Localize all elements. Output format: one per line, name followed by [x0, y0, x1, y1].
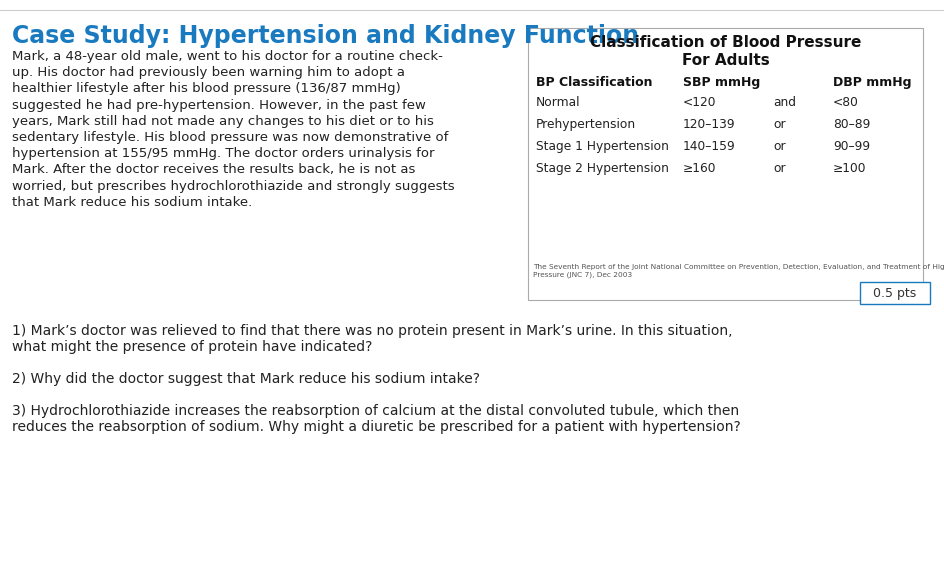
Text: 90–99: 90–99 — [833, 140, 870, 153]
Text: Stage 1 Hypertension: Stage 1 Hypertension — [536, 140, 669, 153]
Text: Mark, a 48-year old male, went to his doctor for a routine check-: Mark, a 48-year old male, went to his do… — [12, 50, 443, 63]
Text: Prehypertension: Prehypertension — [536, 118, 636, 131]
Text: 3) Hydrochlorothiazide increases the reabsorption of calcium at the distal convo: 3) Hydrochlorothiazide increases the rea… — [12, 404, 739, 418]
Text: 120–139: 120–139 — [683, 118, 735, 131]
Text: 80–89: 80–89 — [833, 118, 870, 131]
Text: BP Classification: BP Classification — [536, 76, 652, 89]
Text: ≥160: ≥160 — [683, 162, 716, 175]
Text: 2) Why did the doctor suggest that Mark reduce his sodium intake?: 2) Why did the doctor suggest that Mark … — [12, 372, 480, 386]
Text: sedentary lifestyle. His blood pressure was now demonstrative of: sedentary lifestyle. His blood pressure … — [12, 131, 448, 144]
Text: or: or — [773, 162, 785, 175]
Text: <80: <80 — [833, 96, 859, 109]
Text: For Adults: For Adults — [682, 53, 769, 68]
Text: 140–159: 140–159 — [683, 140, 735, 153]
Text: reduces the reabsorption of sodium. Why might a diuretic be prescribed for a pat: reduces the reabsorption of sodium. Why … — [12, 420, 741, 434]
Text: or: or — [773, 140, 785, 153]
Text: Stage 2 Hypertension: Stage 2 Hypertension — [536, 162, 669, 175]
Text: suggested he had pre-hypertension. However, in the past few: suggested he had pre-hypertension. Howev… — [12, 98, 426, 111]
Text: 0.5 pts: 0.5 pts — [873, 287, 917, 299]
Text: or: or — [773, 118, 785, 131]
Text: DBP mmHg: DBP mmHg — [833, 76, 912, 89]
Text: what might the presence of protein have indicated?: what might the presence of protein have … — [12, 340, 372, 354]
Text: that Mark reduce his sodium intake.: that Mark reduce his sodium intake. — [12, 196, 252, 209]
Text: SBP mmHg: SBP mmHg — [683, 76, 760, 89]
Text: worried, but prescribes hydrochlorothiazide and strongly suggests: worried, but prescribes hydrochlorothiaz… — [12, 179, 455, 193]
Text: 1) Mark’s doctor was relieved to find that there was no protein present in Mark’: 1) Mark’s doctor was relieved to find th… — [12, 324, 733, 338]
FancyBboxPatch shape — [860, 282, 930, 304]
Text: ≥100: ≥100 — [833, 162, 867, 175]
Text: up. His doctor had previously been warning him to adopt a: up. His doctor had previously been warni… — [12, 66, 405, 79]
Text: Case Study: Hypertension and Kidney Function: Case Study: Hypertension and Kidney Func… — [12, 24, 639, 48]
Text: healthier lifestyle after his blood pressure (136/87 mmHg): healthier lifestyle after his blood pres… — [12, 83, 401, 96]
Text: and: and — [773, 96, 796, 109]
Text: <120: <120 — [683, 96, 716, 109]
Text: years, Mark still had not made any changes to his diet or to his: years, Mark still had not made any chang… — [12, 115, 434, 128]
Text: Mark. After the doctor receives the results back, he is not as: Mark. After the doctor receives the resu… — [12, 163, 415, 176]
FancyBboxPatch shape — [528, 28, 923, 300]
Text: Normal: Normal — [536, 96, 581, 109]
Text: Classification of Blood Pressure: Classification of Blood Pressure — [590, 35, 861, 50]
Text: The Seventh Report of the Joint National Committee on Prevention, Detection, Eva: The Seventh Report of the Joint National… — [533, 264, 944, 278]
Text: hypertension at 155/95 mmHg. The doctor orders urinalysis for: hypertension at 155/95 mmHg. The doctor … — [12, 147, 434, 160]
